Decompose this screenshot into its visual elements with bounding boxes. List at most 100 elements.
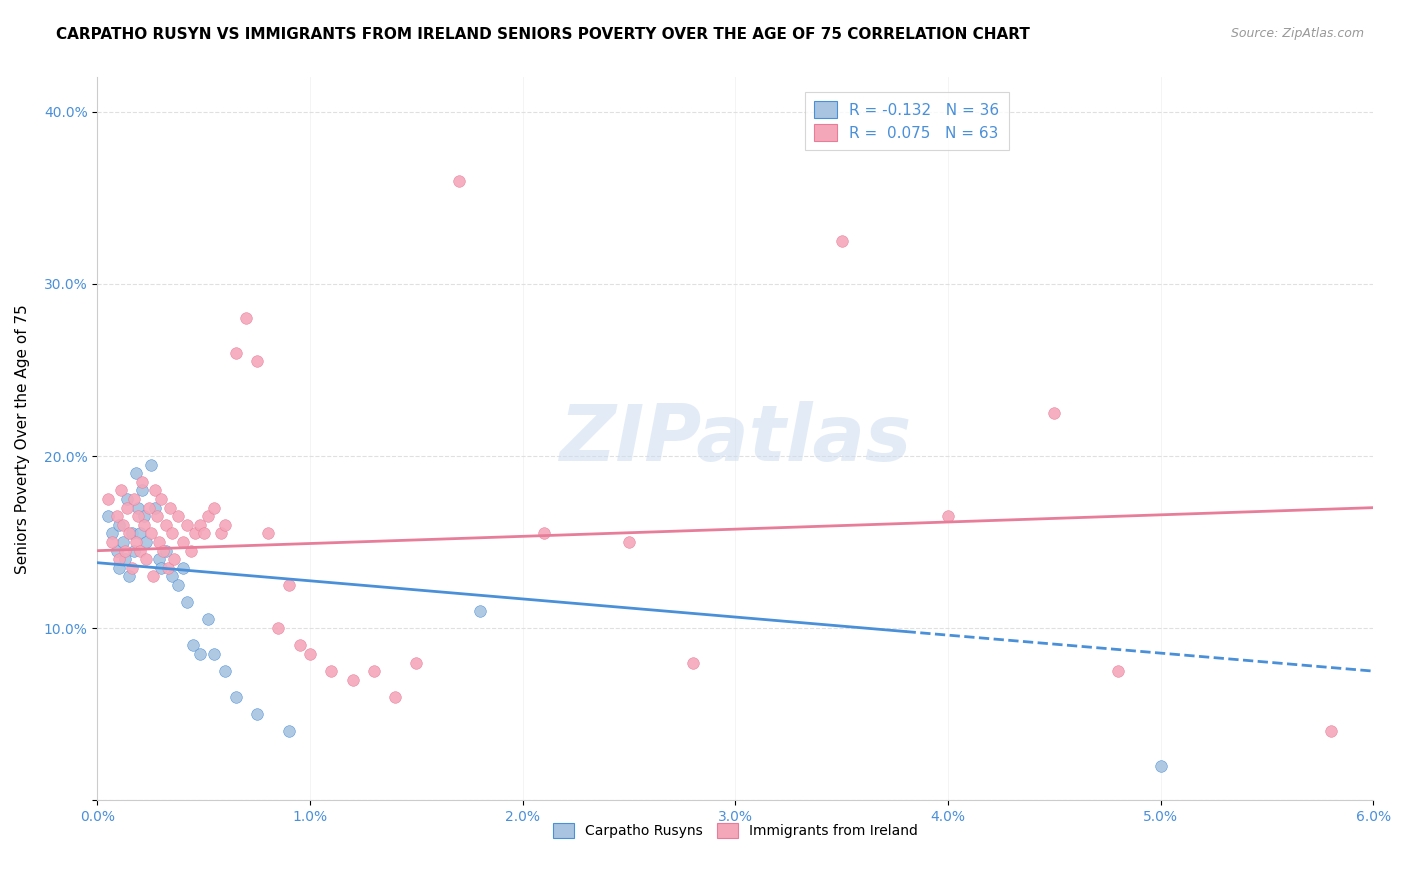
Point (256, 526, 278, 541)
Point (181, 638, 204, 652)
Point (122, 543, 145, 558)
Point (129, 526, 152, 541)
Point (111, 535, 134, 549)
Point (246, 354, 269, 368)
Point (936, 509, 959, 524)
Point (167, 509, 190, 524)
Point (193, 526, 215, 541)
Point (831, 234, 853, 248)
Point (110, 483, 132, 498)
Point (146, 509, 169, 524)
Point (156, 561, 179, 575)
Text: Source: ZipAtlas.com: Source: ZipAtlas.com (1230, 27, 1364, 40)
Point (150, 491, 173, 506)
Point (139, 526, 162, 541)
Point (118, 569, 141, 583)
Point (384, 690, 406, 704)
Point (155, 517, 177, 532)
Point (176, 595, 198, 609)
Point (225, 345, 247, 359)
Point (143, 500, 166, 515)
Point (617, 535, 640, 549)
Point (277, 578, 299, 592)
Point (321, 664, 343, 678)
Point (117, 491, 139, 506)
Point (118, 526, 141, 541)
Point (172, 561, 194, 575)
Point (163, 552, 186, 566)
Point (1043, 406, 1066, 420)
Point (114, 543, 136, 558)
Point (1320, 724, 1343, 739)
Point (117, 500, 139, 515)
Point (131, 483, 153, 498)
Point (148, 535, 170, 549)
Point (160, 569, 183, 583)
Point (167, 578, 190, 592)
Point (114, 552, 136, 566)
Point (1107, 664, 1129, 678)
Text: ZIPatlas: ZIPatlas (560, 401, 911, 477)
Point (138, 500, 160, 515)
Point (1150, 758, 1173, 772)
Point (135, 535, 157, 549)
Point (97, 491, 120, 506)
Point (121, 561, 143, 575)
Point (447, 174, 470, 188)
Point (150, 561, 173, 575)
Point (267, 621, 290, 635)
Point (152, 543, 174, 558)
Point (197, 509, 219, 524)
Point (127, 500, 149, 515)
Point (122, 491, 145, 506)
Point (97, 509, 120, 524)
Y-axis label: Seniors Poverty Over the Age of 75: Seniors Poverty Over the Age of 75 (15, 304, 30, 574)
Point (107, 561, 129, 575)
Point (111, 517, 134, 532)
Point (299, 647, 322, 661)
Point (131, 475, 153, 489)
Point (148, 552, 170, 566)
Point (139, 458, 162, 472)
Point (235, 311, 257, 326)
Point (405, 656, 427, 670)
Legend: Carpatho Rusyns, Immigrants from Ireland: Carpatho Rusyns, Immigrants from Ireland (548, 818, 924, 844)
Point (105, 543, 128, 558)
Point (184, 526, 207, 541)
Point (204, 647, 226, 661)
Point (134, 517, 156, 532)
Point (107, 517, 129, 532)
Point (180, 543, 202, 558)
Point (105, 509, 128, 524)
Point (214, 517, 236, 532)
Point (101, 526, 124, 541)
Point (159, 500, 181, 515)
Point (188, 647, 211, 661)
Point (363, 664, 385, 678)
Point (277, 724, 299, 739)
Point (188, 517, 211, 532)
Point (197, 613, 219, 627)
Point (127, 509, 149, 524)
Point (142, 569, 165, 583)
Point (209, 526, 232, 541)
Point (155, 543, 177, 558)
Point (135, 552, 157, 566)
Text: CARPATHO RUSYN VS IMMIGRANTS FROM IRELAND SENIORS POVERTY OVER THE AGE OF 75 COR: CARPATHO RUSYN VS IMMIGRANTS FROM IRELAN… (56, 27, 1031, 42)
Point (107, 552, 129, 566)
Point (225, 690, 247, 704)
Point (121, 526, 143, 541)
Point (160, 526, 183, 541)
Point (342, 673, 364, 687)
Point (143, 483, 166, 498)
Point (101, 535, 124, 549)
Point (204, 500, 226, 515)
Point (129, 543, 152, 558)
Point (533, 526, 555, 541)
Point (125, 467, 148, 481)
Point (172, 535, 194, 549)
Point (214, 664, 236, 678)
Point (246, 707, 269, 722)
Point (125, 535, 148, 549)
Point (176, 517, 198, 532)
